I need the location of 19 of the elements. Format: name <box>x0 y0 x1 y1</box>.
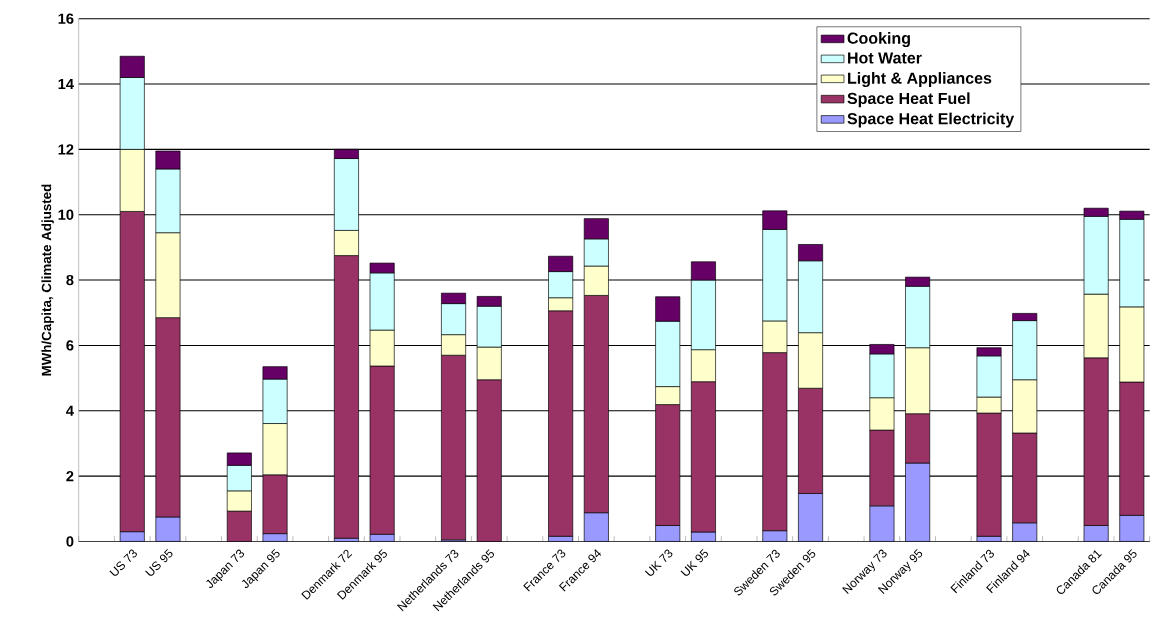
x-tick-label: UK 73 <box>644 549 673 576</box>
legend-label: Hot Water <box>848 52 922 64</box>
y-tick-label: 12 <box>58 144 74 155</box>
y-tick-label: 14 <box>58 78 74 89</box>
legend-label: Light & Appliances <box>848 71 992 87</box>
y-tick-label: 2 <box>66 470 74 482</box>
y-tick-label: 8 <box>66 274 74 286</box>
y-tick-label: 0 <box>66 536 74 547</box>
y-tick-label: 4 <box>66 405 74 416</box>
y-tick-label: 6 <box>66 340 74 351</box>
legend-label: Cooking <box>847 32 910 48</box>
legend-label: Space Heat Fuel <box>847 92 970 108</box>
legend-label: Space Heat Electricity <box>847 112 1015 128</box>
x-tick-label: UK 95 <box>680 548 708 576</box>
x-tick-label: US 73 <box>109 549 137 576</box>
y-tick-label: 10 <box>58 209 74 220</box>
y-axis-title: MWh/Capita, Climate Adjusted <box>41 184 54 376</box>
x-tick-label: US 95 <box>145 548 173 576</box>
y-tick-label: 16 <box>58 13 74 24</box>
